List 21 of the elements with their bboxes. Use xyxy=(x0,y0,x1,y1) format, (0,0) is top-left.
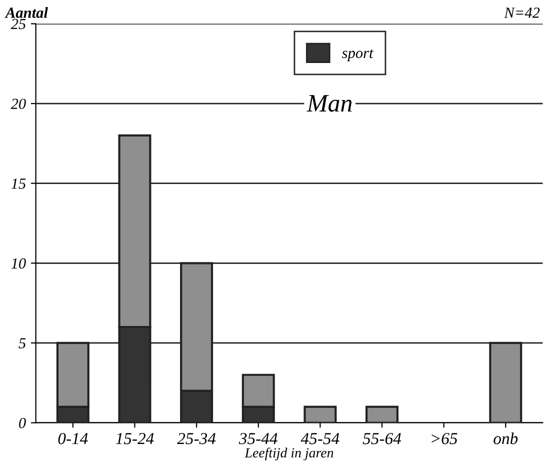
y-tick-label: 20 xyxy=(10,98,26,109)
x-tick-label: 55-64 xyxy=(362,433,402,444)
y-tick-label: 25 xyxy=(10,18,26,30)
y-tick-label: 15 xyxy=(11,178,26,189)
y-axis-title: Aantal xyxy=(4,7,48,18)
x-tick-label: 15-24 xyxy=(116,433,154,444)
x-tick-label: >65 xyxy=(432,433,458,444)
bar xyxy=(304,406,337,423)
y-tick-label: 0 xyxy=(19,418,26,428)
x-tick-label: 35-44 xyxy=(238,433,278,444)
bar xyxy=(366,406,399,423)
text: N=42 xyxy=(504,8,540,18)
x-axis-title: Leeftijd in jaren xyxy=(244,448,334,460)
annotation: Man xyxy=(306,95,352,112)
x-tick-label: 0-14 xyxy=(58,432,88,444)
x-tick-label: 45-54 xyxy=(300,433,340,444)
legend-label: sport xyxy=(342,49,374,62)
x-tick-label: 25-34 xyxy=(177,433,216,444)
y-tick-label: 5 xyxy=(18,338,26,348)
y-tick-label: 10 xyxy=(11,258,26,269)
x-tick-label: onb xyxy=(494,432,518,444)
